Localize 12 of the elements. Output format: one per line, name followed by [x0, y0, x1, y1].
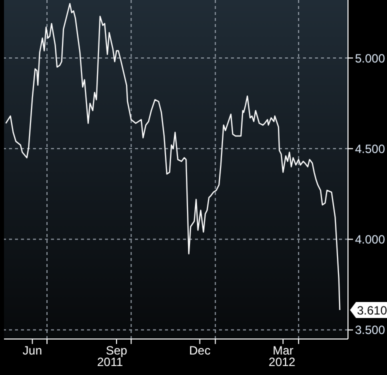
x-tick-label: Dec [189, 344, 210, 358]
annotation: 3.610 [357, 303, 387, 318]
y-tick-label: 3.500 [355, 323, 386, 338]
x-tick-label: Mar [272, 344, 294, 358]
text: 2011 [96, 355, 123, 369]
y-tick-label: 4.500 [355, 142, 386, 156]
x-tick-label: Jun [22, 344, 42, 358]
x-tick-label: Sep [106, 344, 128, 358]
text: 2012 [268, 355, 296, 369]
line-series [5, 3, 340, 311]
y-tick-label: 5.000 [355, 51, 386, 66]
y-tick-label: 4.000 [355, 232, 386, 247]
